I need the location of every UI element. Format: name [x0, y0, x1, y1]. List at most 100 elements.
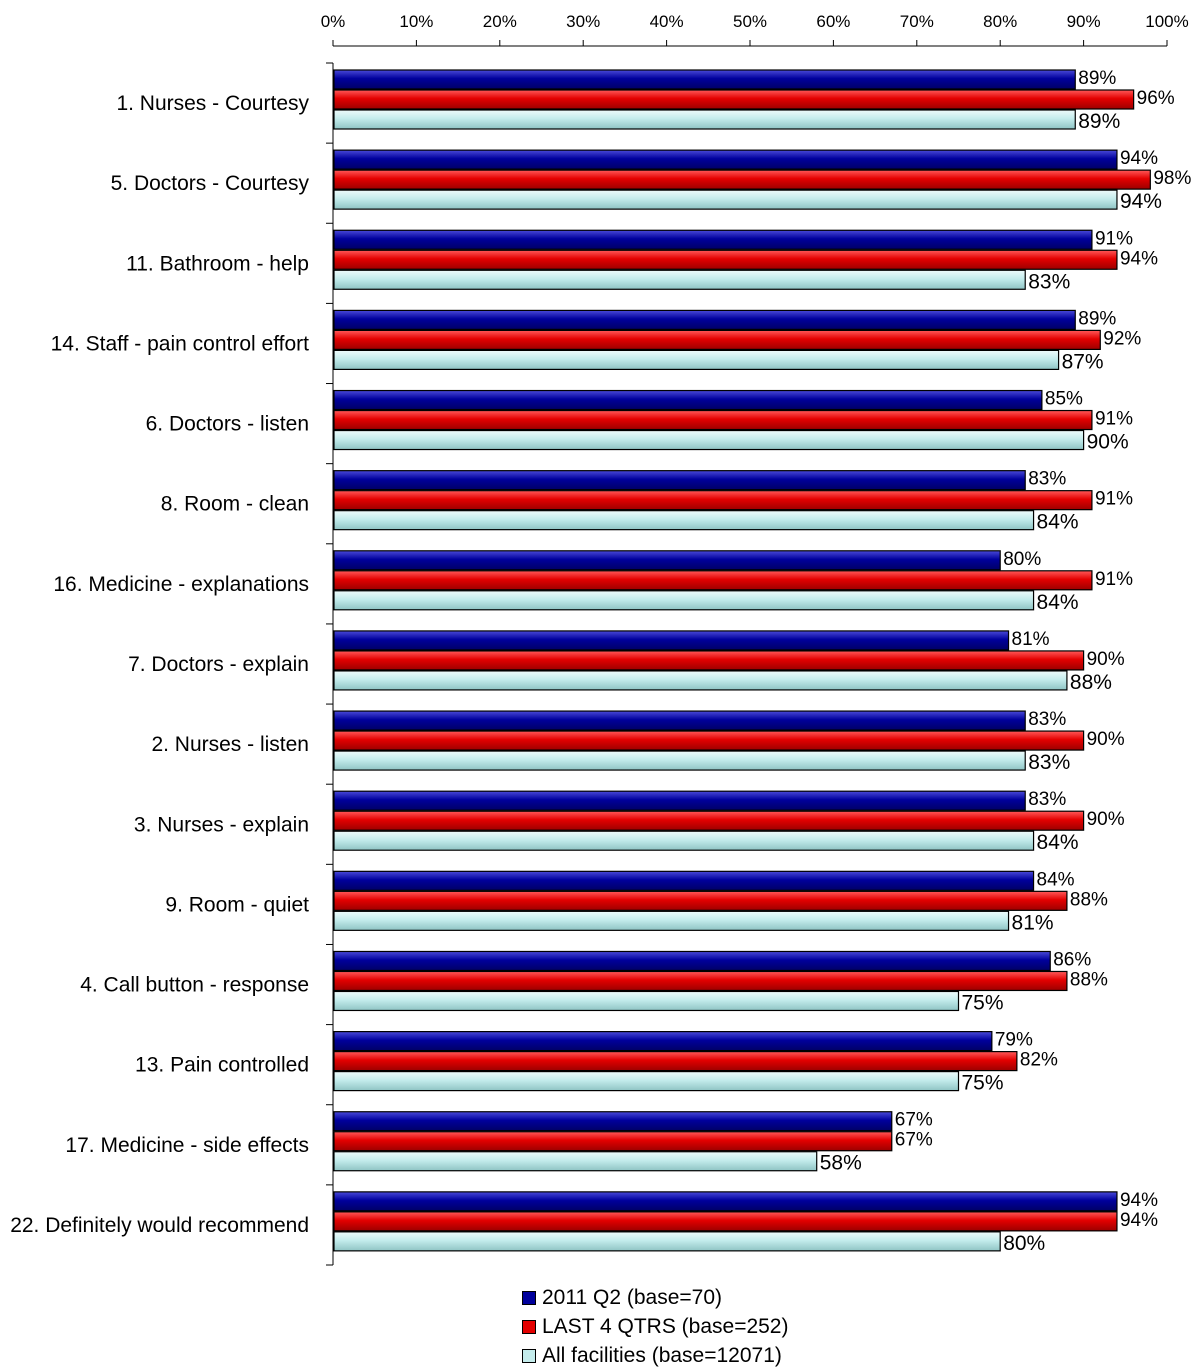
legend-swatch-2011-q2 [522, 1290, 536, 1305]
bar-last-4-qtrs-base-252-14-staff-pain-control-effort [333, 329, 1101, 350]
legend-item-2011-q2: 2011 Q2 (base=70) [522, 1283, 788, 1312]
bar-all-facilities-base-12071-1-nurses-courtesy [333, 109, 1076, 130]
x-tick-label: 10% [399, 12, 433, 31]
value-label-all-facilities-base-12071-7-doctors-explain: 88% [1070, 671, 1112, 694]
x-tick-label: 90% [1067, 12, 1101, 31]
bar-all-facilities-base-12071-7-doctors-explain [333, 670, 1068, 691]
x-tick-label: 40% [650, 12, 684, 31]
legend-label-2011-q2: 2011 Q2 (base=70) [542, 1285, 722, 1309]
value-label-all-facilities-base-12071-1-nurses-courtesy: 89% [1078, 110, 1120, 133]
bars-layer [333, 69, 1151, 1252]
value-label-all-facilities-base-12071-9-room-quiet: 81% [1012, 911, 1054, 934]
value-label-last-4-qtrs-base-252-11-bathroom-help: 94% [1120, 248, 1158, 269]
value-label-all-facilities-base-12071-11-bathroom-help: 83% [1028, 270, 1070, 293]
value-label-2011-q2-base-70-7-doctors-explain: 81% [1012, 629, 1050, 650]
category-label-14-staff-pain-control-effort: 14. Staff - pain control effort [51, 332, 310, 355]
bar-2011-q2-base-70-7-doctors-explain [333, 630, 1010, 651]
bar-2011-q2-base-70-11-bathroom-help [333, 229, 1093, 250]
bar-2011-q2-base-70-9-room-quiet [333, 870, 1035, 891]
category-label-8-room-clean: 8. Room - clean [161, 493, 309, 516]
value-label-all-facilities-base-12071-2-nurses-listen: 83% [1028, 751, 1070, 774]
bar-all-facilities-base-12071-14-staff-pain-control-effort [333, 349, 1060, 370]
value-label-all-facilities-base-12071-8-room-clean: 84% [1037, 511, 1079, 534]
bar-all-facilities-base-12071-13-pain-controlled [333, 1070, 960, 1092]
bar-last-4-qtrs-base-252-6-doctors-listen [333, 409, 1093, 431]
bar-all-facilities-base-12071-11-bathroom-help [333, 269, 1026, 290]
category-label-13-pain-controlled: 13. Pain controlled [135, 1054, 309, 1077]
bar-all-facilities-base-12071-3-nurses-explain [333, 830, 1035, 851]
value-label-2011-q2-base-70-13-pain-controlled: 79% [995, 1030, 1033, 1051]
x-tick-label: 60% [816, 12, 850, 31]
value-label-last-4-qtrs-base-252-9-room-quiet: 88% [1070, 889, 1108, 910]
x-tick-label: 30% [566, 12, 600, 31]
axis-layer: 0% 10% 20% 30% 40% 50% 60% 70% 80% 90% 100% [321, 12, 1189, 1266]
bar-all-facilities-base-12071-17-medicine-side-effects [333, 1151, 818, 1172]
value-label-2011-q2-base-70-1-nurses-courtesy: 89% [1078, 68, 1116, 89]
bar-all-facilities-base-12071-2-nurses-listen [333, 750, 1026, 771]
value-label-last-4-qtrs-base-252-5-doctors-courtesy: 98% [1153, 168, 1191, 189]
bar-last-4-qtrs-base-252-22-definitely-would-recommend [333, 1211, 1118, 1232]
value-label-last-4-qtrs-base-252-7-doctors-explain: 90% [1087, 649, 1125, 670]
value-label-all-facilities-base-12071-3-nurses-explain: 84% [1037, 831, 1079, 854]
bar-2011-q2-base-70-8-room-clean [333, 470, 1026, 491]
bar-last-4-qtrs-base-252-8-room-clean [333, 490, 1093, 511]
bar-last-4-qtrs-base-252-7-doctors-explain [333, 650, 1085, 671]
bar-2011-q2-base-70-16-medicine-explanations [333, 550, 1001, 571]
value-label-last-4-qtrs-base-252-17-medicine-side-effects: 67% [895, 1130, 933, 1151]
bar-2011-q2-base-70-4-call-button-response [333, 950, 1051, 972]
bar-last-4-qtrs-base-252-2-nurses-listen [333, 730, 1085, 751]
value-label-last-4-qtrs-base-252-22-definitely-would-recommend: 94% [1120, 1210, 1158, 1231]
value-label-2011-q2-base-70-2-nurses-listen: 83% [1028, 709, 1066, 730]
category-label-22-definitely-would-recommend: 22. Definitely would recommend [10, 1214, 309, 1237]
value-label-last-4-qtrs-base-252-4-call-button-response: 88% [1070, 969, 1108, 990]
category-label-7-doctors-explain: 7. Doctors - explain [128, 653, 309, 676]
bar-last-4-qtrs-base-252-16-medicine-explanations [333, 570, 1093, 591]
x-tick-label: 70% [900, 12, 934, 31]
bar-2011-q2-base-70-3-nurses-explain [333, 790, 1026, 811]
bar-all-facilities-base-12071-9-room-quiet [333, 910, 1010, 931]
bar-all-facilities-base-12071-8-room-clean [333, 510, 1035, 531]
category-label-16-medicine-explanations: 16. Medicine - explanations [53, 573, 309, 596]
legend-label-all-facilities: All facilities (base=12071) [542, 1343, 782, 1367]
bar-2011-q2-base-70-5-doctors-courtesy [333, 149, 1118, 170]
value-label-last-4-qtrs-base-252-13-pain-controlled: 82% [1020, 1050, 1058, 1071]
value-label-last-4-qtrs-base-252-16-medicine-explanations: 91% [1095, 569, 1133, 590]
bar-last-4-qtrs-base-252-13-pain-controlled [333, 1050, 1018, 1072]
value-label-2011-q2-base-70-5-doctors-courtesy: 94% [1120, 148, 1158, 169]
legend-item-last-4-qtrs: LAST 4 QTRS (base=252) [522, 1312, 788, 1341]
bar-last-4-qtrs-base-252-9-room-quiet [333, 890, 1068, 911]
value-label-last-4-qtrs-base-252-1-nurses-courtesy: 96% [1137, 88, 1175, 109]
category-label-4-call-button-response: 4. Call button - response [80, 974, 309, 997]
value-label-2011-q2-base-70-22-definitely-would-recommend: 94% [1120, 1190, 1158, 1211]
legend: 2011 Q2 (base=70) LAST 4 QTRS (base=252)… [522, 1283, 788, 1370]
category-label-9-room-quiet: 9. Room - quiet [165, 893, 309, 916]
bar-last-4-qtrs-base-252-3-nurses-explain [333, 810, 1085, 831]
bar-2011-q2-base-70-14-staff-pain-control-effort [333, 309, 1076, 330]
labels-layer: 1. Nurses - Courtesy 89% 96% 89% 5. Doctors … [10, 68, 1191, 1255]
x-tick-label: 0% [321, 12, 346, 31]
bar-2011-q2-base-70-6-doctors-listen [333, 389, 1043, 411]
category-label-1-nurses-courtesy: 1. Nurses - Courtesy [116, 92, 309, 115]
category-label-3-nurses-explain: 3. Nurses - explain [134, 813, 309, 836]
x-tick-label: 50% [733, 12, 767, 31]
bar-2011-q2-base-70-17-medicine-side-effects [333, 1111, 893, 1132]
bar-all-facilities-base-12071-22-definitely-would-recommend [333, 1231, 1001, 1252]
value-label-all-facilities-base-12071-17-medicine-side-effects: 58% [820, 1152, 862, 1175]
category-label-11-bathroom-help: 11. Bathroom - help [126, 252, 309, 275]
bar-all-facilities-base-12071-5-doctors-courtesy [333, 189, 1118, 210]
category-label-6-doctors-listen: 6. Doctors - listen [146, 413, 309, 436]
x-tick-label: 100% [1145, 12, 1188, 31]
bar-2011-q2-base-70-13-pain-controlled [333, 1030, 993, 1052]
value-label-2011-q2-base-70-9-room-quiet: 84% [1037, 869, 1075, 890]
value-label-2011-q2-base-70-16-medicine-explanations: 80% [1003, 549, 1041, 570]
category-label-5-doctors-courtesy: 5. Doctors - Courtesy [111, 172, 310, 195]
legend-swatch-all-facilities [522, 1348, 536, 1363]
value-label-2011-q2-base-70-6-doctors-listen: 85% [1045, 389, 1083, 410]
category-label-2-nurses-listen: 2. Nurses - listen [151, 733, 309, 756]
value-label-all-facilities-base-12071-13-pain-controlled: 75% [962, 1072, 1004, 1095]
value-label-last-4-qtrs-base-252-2-nurses-listen: 90% [1087, 729, 1125, 750]
value-label-all-facilities-base-12071-22-definitely-would-recommend: 80% [1003, 1232, 1045, 1255]
bar-last-4-qtrs-base-252-1-nurses-courtesy [333, 89, 1135, 110]
